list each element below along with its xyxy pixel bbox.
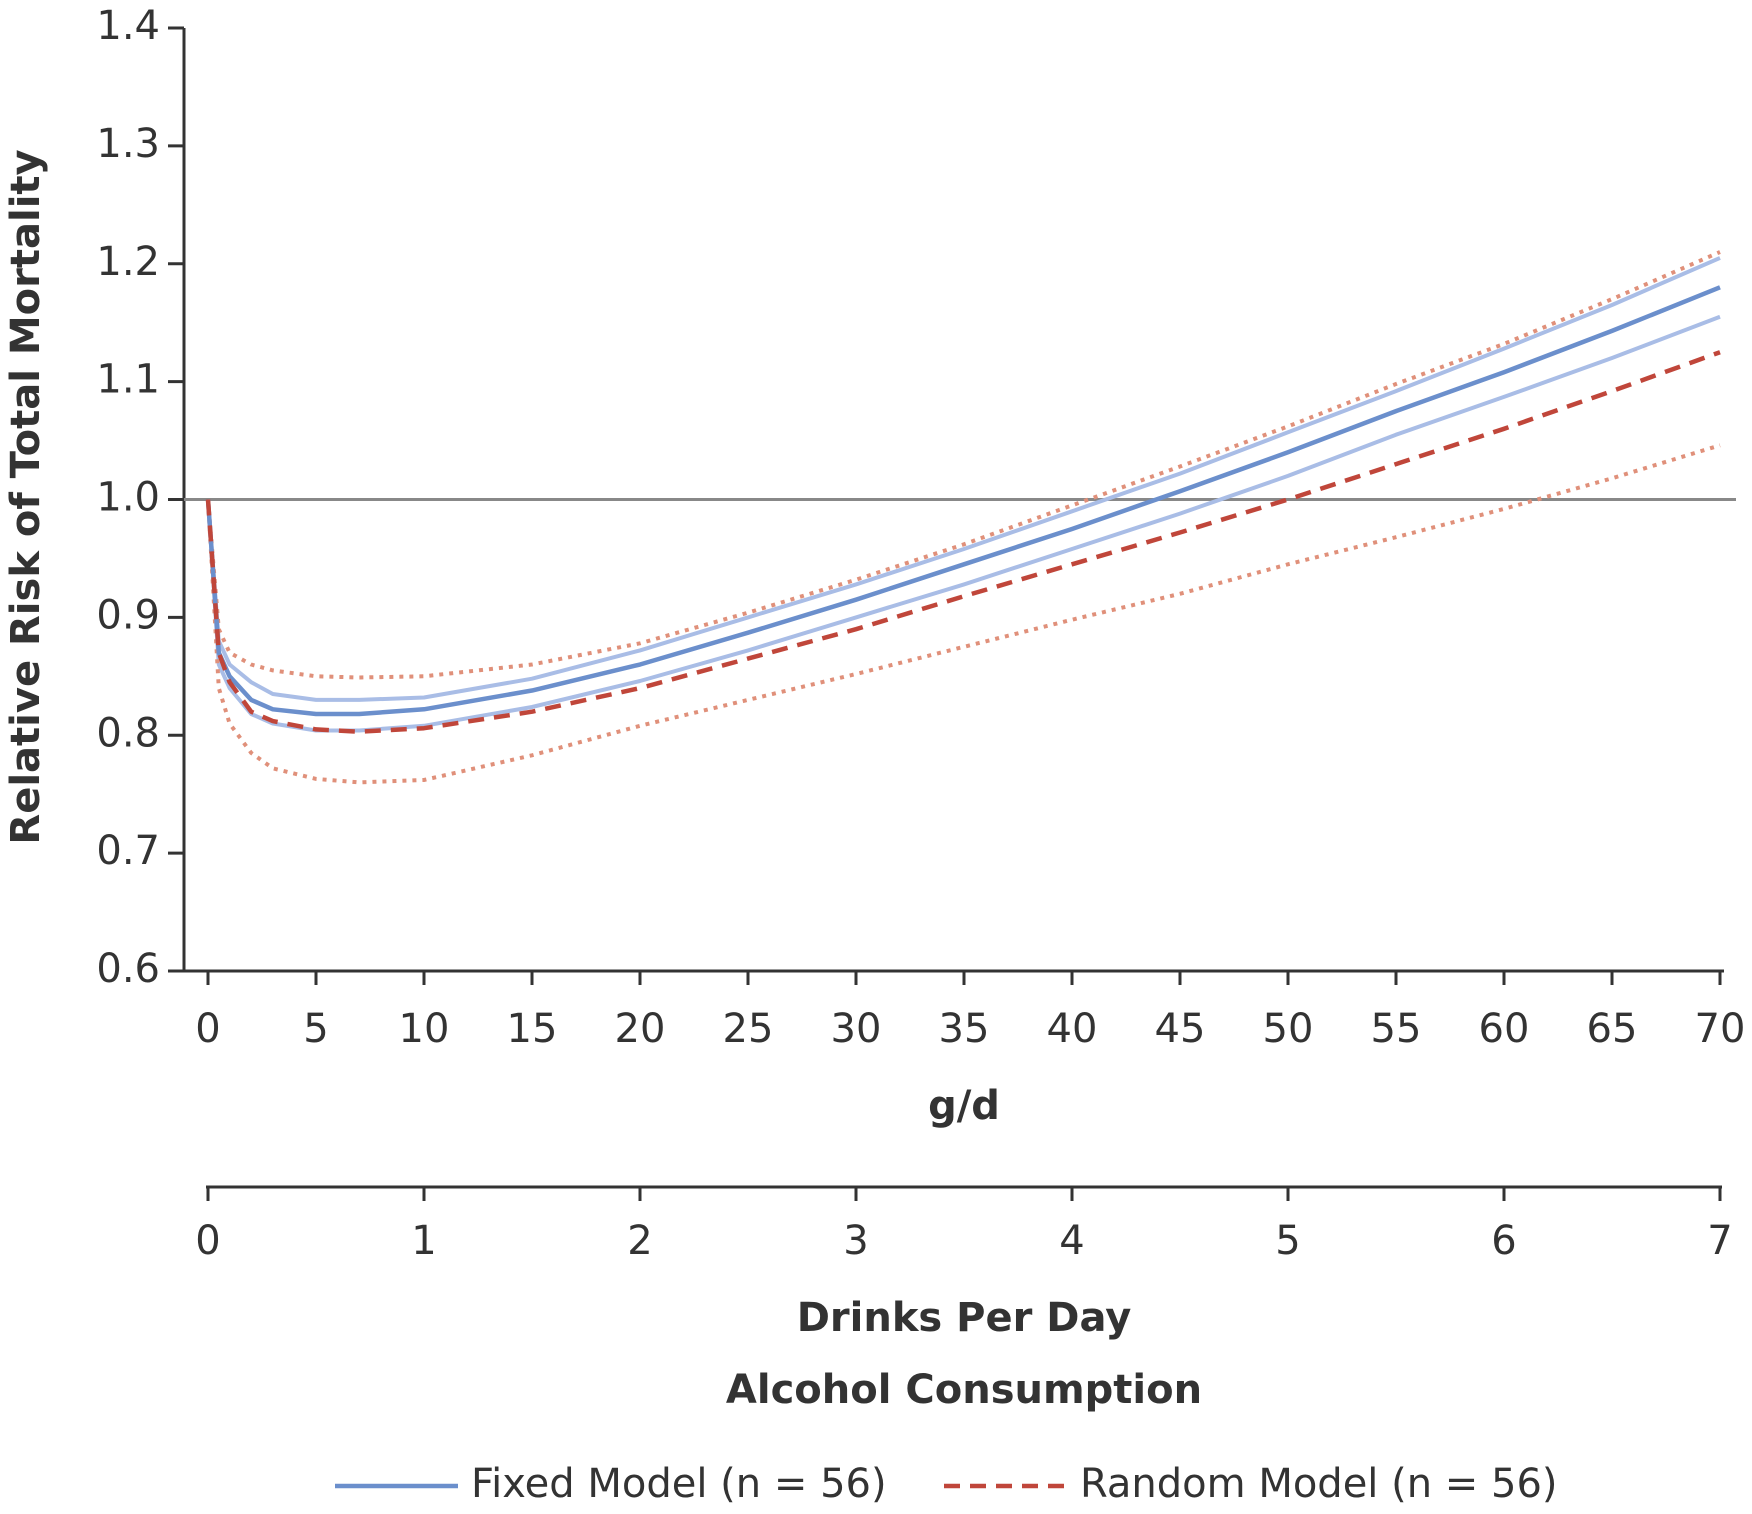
x-tick-label: 65	[1587, 1006, 1638, 1052]
x-axis-label: g/d	[928, 1083, 1000, 1129]
x-tick-label: 0	[195, 1006, 220, 1052]
series-line	[205, 285, 1721, 717]
y-tick-label: 0.9	[96, 592, 160, 638]
y-tick-label: 1.2	[96, 239, 160, 285]
y-tick-label: 0.6	[96, 946, 160, 992]
x-tick-label: 45	[1155, 1006, 1206, 1052]
x2-tick-label: 3	[843, 1218, 868, 1264]
series-line	[205, 350, 1721, 734]
x2-tick-label: 2	[627, 1218, 652, 1264]
y-tick-label: 1.4	[96, 3, 160, 49]
x2-tick-label: 7	[1707, 1218, 1732, 1264]
y-tick-label: 0.8	[96, 710, 160, 756]
x-group-label: Alcohol Consumption	[726, 1367, 1202, 1413]
ci-upper-line	[206, 250, 1721, 680]
x-tick-label: 10	[399, 1006, 450, 1052]
x2-tick-label: 1	[411, 1218, 436, 1264]
legend-label: Fixed Model (n = 56)	[471, 1461, 887, 1507]
x-tick-label: 35	[939, 1006, 990, 1052]
x2-axis-label: Drinks Per Day	[797, 1295, 1132, 1341]
x-tick-label: 25	[723, 1006, 774, 1052]
y-tick-label: 1.1	[96, 357, 160, 403]
x2-tick-label: 6	[1491, 1218, 1516, 1264]
x2-tick-label: 4	[1059, 1218, 1084, 1264]
y-tick-label: 1.3	[96, 121, 160, 167]
y-tick-label: 0.7	[96, 828, 160, 874]
y-tick-label: 1.0	[96, 475, 160, 521]
ci-upper-line	[206, 256, 1721, 702]
x2-tick-label: 5	[1275, 1218, 1300, 1264]
ci-lower-line	[206, 314, 1721, 733]
x-tick-label: 40	[1047, 1006, 1098, 1052]
y-axis-label: Relative Risk of Total Mortality	[3, 149, 49, 844]
x2-tick-label: 0	[195, 1218, 220, 1264]
ci-lower-line	[206, 443, 1721, 785]
legend-label: Random Model (n = 56)	[1080, 1461, 1558, 1507]
x-tick-label: 55	[1371, 1006, 1422, 1052]
x-tick-label: 30	[831, 1006, 882, 1052]
x-tick-label: 70	[1695, 1006, 1746, 1052]
x-tick-label: 20	[615, 1006, 666, 1052]
x-tick-label: 5	[303, 1006, 328, 1052]
x-tick-label: 15	[507, 1006, 558, 1052]
x-tick-label: 50	[1263, 1006, 1314, 1052]
x-tick-label: 60	[1479, 1006, 1530, 1052]
